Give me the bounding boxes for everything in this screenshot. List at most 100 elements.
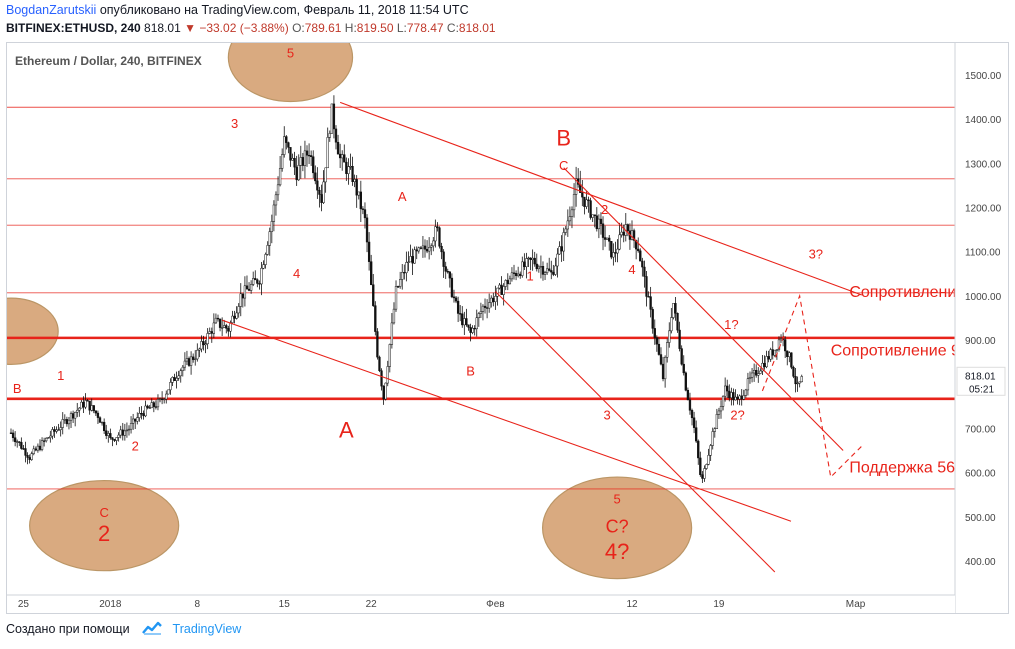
candle-body	[107, 433, 110, 436]
candle-body	[47, 437, 50, 439]
candle-body	[119, 429, 122, 436]
candle-body	[492, 297, 495, 303]
candle-body	[231, 315, 234, 323]
candle-body	[372, 284, 375, 306]
chart-panel[interactable]: Сопротивление 999 Сопротивление 905 Поддер…	[6, 42, 1009, 614]
candle-body	[326, 137, 329, 169]
candle-body	[202, 341, 205, 346]
candle-body	[517, 273, 520, 277]
candle-body	[20, 442, 23, 449]
candle-body	[361, 208, 365, 210]
x-tick-label: 2018	[99, 599, 122, 610]
candle-body	[324, 167, 327, 183]
candle-body	[508, 278, 512, 285]
candle-body	[71, 413, 75, 419]
candle-body	[775, 349, 779, 351]
candle-body	[599, 218, 603, 225]
candle-body	[475, 317, 478, 330]
candle-body	[709, 445, 712, 456]
candle-body	[794, 376, 797, 385]
candle-body	[9, 432, 13, 434]
candle-body	[564, 228, 567, 233]
candle-body	[316, 180, 319, 191]
symbol-line: BITFINEX:ETHUSD, 240 818.01 ▼ −33.02 (−3…	[6, 21, 496, 35]
candle-body	[243, 285, 247, 299]
candle-body	[568, 216, 572, 222]
candle-body	[436, 226, 439, 229]
candle-body	[49, 435, 52, 438]
candle-body	[699, 457, 702, 475]
candle-body	[744, 389, 748, 396]
candle-body	[796, 382, 799, 385]
symbol: BITFINEX:ETHUSD, 240	[6, 21, 141, 35]
candle-body	[684, 372, 687, 391]
candle-body	[175, 377, 178, 381]
tradingview-link[interactable]: TradingView	[172, 621, 242, 636]
candle-body	[281, 154, 284, 169]
candle-body	[399, 279, 402, 287]
candle-body	[264, 254, 267, 265]
candle-body	[382, 385, 385, 400]
author-link[interactable]: BogdanZarutskii	[6, 3, 97, 17]
candle-body	[695, 427, 698, 442]
candle-body	[378, 356, 381, 371]
candle-body	[115, 437, 118, 441]
candle-body	[413, 249, 416, 264]
candle-body	[678, 329, 681, 349]
candle-body	[13, 437, 17, 443]
candle-body	[270, 221, 273, 232]
candle-body	[196, 349, 199, 360]
candle-body	[208, 331, 211, 334]
level-label: Сопротивление 905	[831, 343, 978, 360]
candle-body	[574, 178, 578, 195]
candle-body	[187, 358, 191, 366]
candle-body	[767, 356, 770, 360]
price-axis-panel[interactable]	[955, 43, 1008, 613]
candle-body	[552, 271, 555, 275]
candle-body	[490, 297, 493, 303]
candle-body	[616, 248, 619, 254]
time-axis-panel[interactable]	[7, 595, 955, 613]
candle-body	[748, 377, 752, 379]
candle-body	[637, 248, 640, 252]
candle-body	[131, 418, 135, 424]
candle-body	[755, 370, 758, 376]
candle-body	[444, 266, 447, 272]
candle-body	[589, 200, 592, 218]
candle-body	[403, 272, 406, 274]
candle-body	[655, 337, 658, 345]
y-tick-label: 700.00	[965, 424, 996, 435]
candle-body	[597, 218, 601, 230]
candle-body	[606, 237, 609, 240]
candle-body	[121, 429, 124, 436]
candle-body	[266, 245, 269, 255]
candle-body	[303, 150, 307, 166]
candle-body	[16, 441, 19, 443]
wave-label: 1	[527, 268, 534, 283]
candle-body	[440, 245, 443, 253]
candle-body	[438, 227, 441, 247]
candle-body	[558, 246, 561, 255]
candle-body	[370, 261, 373, 285]
candle-body	[349, 166, 352, 168]
candle-body	[752, 370, 756, 374]
wave-label: C	[99, 505, 108, 520]
candle-body	[28, 457, 31, 460]
candle-body	[322, 181, 325, 203]
candle-body	[473, 327, 476, 330]
wave-label: 4	[293, 266, 300, 281]
created-with-text: Создано при помощи	[6, 621, 130, 636]
candle-body	[355, 179, 358, 196]
candle-body	[531, 257, 534, 260]
wave-circle	[541, 476, 693, 580]
candle-body	[63, 419, 66, 421]
wave-label: 1	[57, 368, 64, 383]
candle-body	[529, 257, 532, 260]
x-tick-label: 22	[366, 599, 378, 610]
candle-body	[156, 399, 160, 408]
x-tick-label: Мар	[846, 599, 866, 610]
candle-body	[488, 302, 491, 309]
candle-body	[367, 241, 371, 262]
candle-body	[686, 389, 690, 401]
